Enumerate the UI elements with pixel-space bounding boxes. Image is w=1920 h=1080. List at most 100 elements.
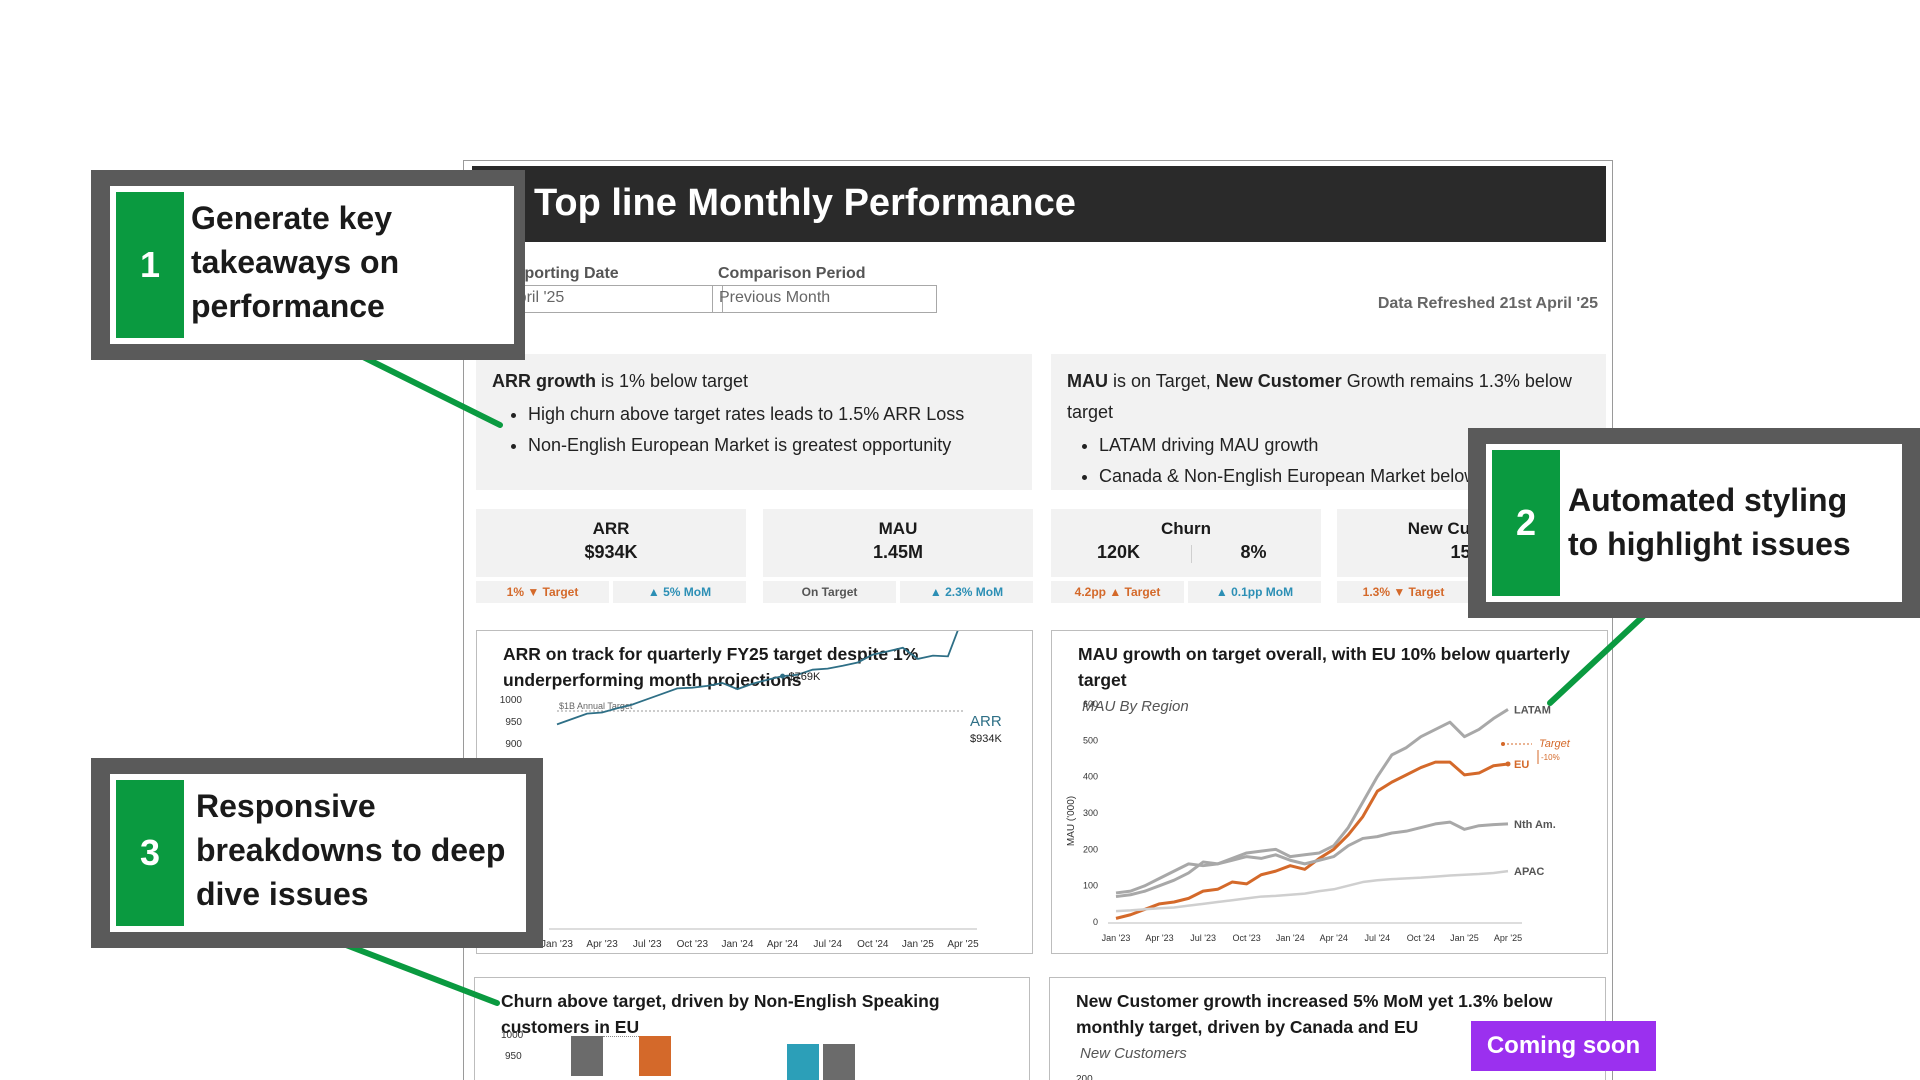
callout-1-line-3: performance — [191, 288, 385, 324]
tick-label: Jan '24 — [1276, 933, 1305, 943]
series-label: APAC — [1514, 866, 1544, 878]
data-label: $769K — [789, 671, 821, 683]
callout-3-number: 3 — [116, 780, 184, 926]
arr-chart-panel[interactable]: ARR on track for quarterly FY25 target d… — [476, 630, 1033, 954]
kpi-churn[interactable]: Churn 120K 8% — [1051, 509, 1321, 577]
tick-label: 300 — [1083, 808, 1098, 818]
arr-chart: 1000950900850$1B Annual Target$769KARR$9… — [500, 631, 1002, 950]
series-label: ARR — [970, 713, 1002, 730]
callout-2-line-2: to highlight issues — [1568, 526, 1851, 562]
tick-label: Jul '23 — [1190, 933, 1216, 943]
tick-label: Apr '23 — [1145, 933, 1173, 943]
tick-label: Oct '23 — [1233, 933, 1261, 943]
series-label: LATAM — [1514, 704, 1551, 716]
arr-summary-card: ARR growth is 1% below target High churn… — [476, 354, 1032, 490]
chart-bar — [639, 1036, 671, 1076]
tick-label: Apr '25 — [1494, 933, 1522, 943]
kpi-mau[interactable]: MAU 1.45M — [763, 509, 1033, 577]
mau-point — [1505, 761, 1511, 767]
tick-label: 1000 — [500, 695, 523, 706]
mau-series-line — [1115, 708, 1509, 899]
mau-chart-subtitle: MAU By Region — [1082, 698, 1189, 715]
data-refreshed-text: Data Refreshed 21st April '25 — [1377, 295, 1598, 312]
tick-label: 200 — [1083, 844, 1098, 854]
kpi-new-customers-target-badge: 1.3% ▼ Target — [1337, 581, 1470, 603]
tick-label: Apr '23 — [586, 939, 618, 950]
tick-label: Apr '24 — [1320, 933, 1348, 943]
kpi-mau-title: MAU — [878, 519, 918, 538]
callout-3-line-2: breakdowns to deep — [196, 832, 506, 868]
kpi-divider — [1191, 545, 1192, 563]
callout-2: 2 Automated styling to highlight issues — [1468, 428, 1920, 618]
tick-label: Oct '24 — [857, 939, 889, 950]
kpi-churn-target-badge: 4.2pp ▲ Target — [1051, 581, 1184, 603]
mau-series-line — [1115, 820, 1509, 895]
tick-label: 1000 — [501, 1030, 524, 1041]
tick-label: Jan '25 — [902, 939, 934, 950]
tick-label: Jul '24 — [813, 939, 842, 950]
kpi-mau-mom-badge: ▲ 2.3% MoM — [900, 581, 1033, 603]
chart-reference-line — [603, 1036, 639, 1037]
kpi-arr-value: $934K — [584, 542, 638, 562]
list-item: Canada & Non-English European Market bel… — [1099, 461, 1592, 490]
callout-1-body: 1 Generate key takeaways on performance — [110, 186, 514, 344]
kpi-mau-value: 1.45M — [872, 542, 924, 562]
tick-label: 200 — [1076, 1074, 1093, 1080]
mau-summary-lead: MAU is on Target, New Customer Growth re… — [1067, 371, 1572, 422]
tick-label: Oct '23 — [677, 939, 709, 950]
kpi-churn-rate: 8% — [1240, 542, 1267, 562]
series-label: Nth Am. — [1514, 819, 1556, 831]
list-item: Non-English European Market is greatest … — [528, 430, 1018, 461]
kpi-churn-count: 120K — [1096, 542, 1141, 562]
callout-2-line-1: Automated styling — [1568, 482, 1848, 518]
chart-bar — [787, 1044, 819, 1080]
churn-chart-panel[interactable]: Churn above target, driven by Non-Englis… — [474, 977, 1030, 1080]
callout-3-line-1: Responsive — [196, 788, 376, 824]
reporting-date-label: Reporting Date — [504, 265, 619, 282]
tick-label: 100 — [1083, 881, 1098, 891]
callout-connector — [1547, 605, 1655, 706]
target-delta-label: -10% — [1541, 753, 1560, 762]
kpi-mau-target-badge: On Target — [763, 581, 896, 603]
tick-label: 950 — [505, 1051, 522, 1062]
tick-label: Jul '23 — [633, 939, 662, 950]
tick-label: Jan '23 — [541, 939, 573, 950]
tick-label: 500 — [1083, 735, 1098, 745]
mau-series-line — [1115, 869, 1509, 913]
arr-series-line — [556, 631, 959, 726]
page-title: Top line Monthly Performance — [534, 182, 1076, 224]
arr-point — [780, 673, 786, 679]
callout-1: 1 Generate key takeaways on performance — [91, 170, 525, 360]
chart-bar — [571, 1036, 603, 1076]
mau-series-line — [1115, 760, 1509, 920]
callout-2-number: 2 — [1492, 450, 1560, 596]
tick-label: 600 — [1083, 699, 1098, 709]
kpi-churn-title: Churn — [1160, 519, 1212, 538]
tick-label: 900 — [505, 739, 522, 750]
kpi-arr-title: ARR — [592, 519, 630, 538]
series-label: EU — [1514, 759, 1529, 771]
target-point — [1501, 741, 1505, 746]
tick-label: Apr '25 — [947, 939, 979, 950]
tick-label: Oct '24 — [1407, 933, 1435, 943]
tick-label: 950 — [505, 717, 522, 728]
comparison-period-field[interactable]: Previous Month — [712, 285, 937, 313]
list-item: LATAM driving MAU growth — [1099, 430, 1592, 461]
mau-chart-title: MAU growth on target overall, with EU 10… — [1078, 644, 1571, 690]
mau-chart-panel[interactable]: MAU growth on target overall, with EU 10… — [1051, 630, 1608, 954]
kpi-arr-target-badge: 1% ▼ Target — [476, 581, 609, 603]
kpi-churn-mom-badge: ▲ 0.1pp MoM — [1188, 581, 1321, 603]
callout-3-line-3: dive issues — [196, 876, 369, 912]
dashboard-frame: Top line Monthly Performance Reporting D… — [463, 160, 1613, 1080]
tick-label: Jan '23 — [1102, 933, 1131, 943]
new-customers-chart-title: New Customer growth increased 5% MoM yet… — [1076, 991, 1553, 1037]
new-customers-chart-subtitle: New Customers — [1080, 1045, 1187, 1062]
tick-label: Jan '25 — [1450, 933, 1479, 943]
arr-summary-bullets: High churn above target rates leads to 1… — [528, 399, 1018, 461]
callout-1-line-1: Generate key — [191, 200, 393, 236]
kpi-arr[interactable]: ARR $934K — [476, 509, 746, 577]
callout-1-line-2: takeaways on — [191, 244, 400, 280]
y-axis-label: MAU ('000) — [1066, 796, 1077, 846]
callout-3: 3 Responsive breakdowns to deep dive iss… — [91, 758, 543, 948]
header-bar: Top line Monthly Performance — [472, 166, 1606, 242]
